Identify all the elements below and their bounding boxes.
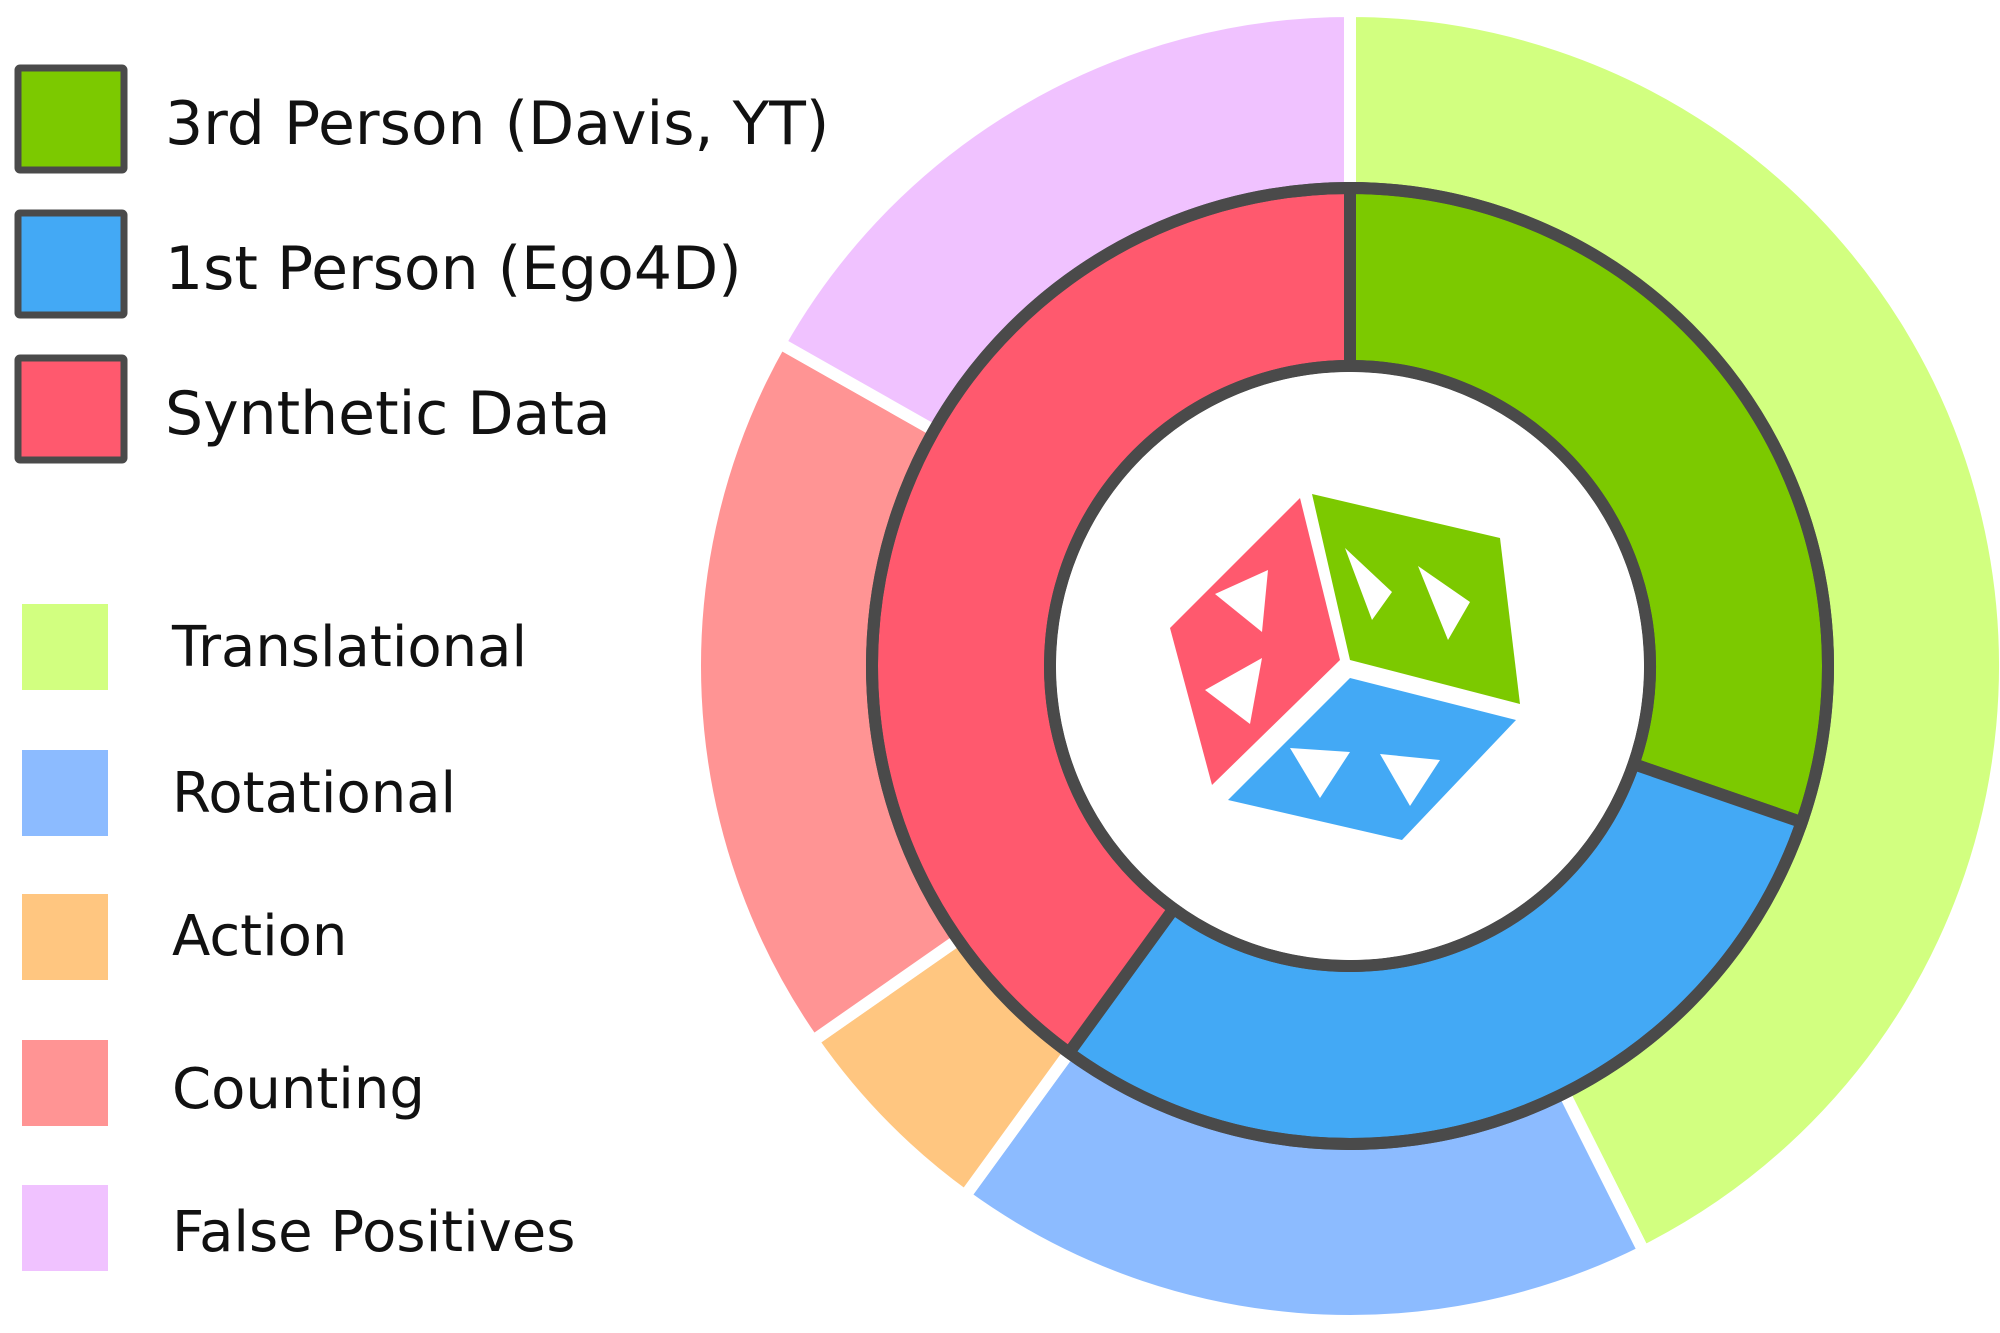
legend-item-rotational: Rotational: [22, 750, 456, 836]
legend-swatch-false-positives: [22, 1185, 108, 1271]
logo-face-blue: [1228, 678, 1516, 840]
legend-label-false-positives: False Positives: [172, 1200, 575, 1265]
legend-item-action: Action: [22, 894, 347, 980]
legend-swatch-counting: [22, 1040, 108, 1126]
inner-ring-inner-border: [1044, 360, 1656, 972]
legend-swatch-translational: [22, 604, 108, 690]
legend-item-3rd-person: 3rd Person (Davis, YT): [14, 64, 829, 174]
logo-arrow-mark-6: [1380, 754, 1440, 806]
inner-ring-outer-border: [866, 182, 1834, 1150]
logo-arrow-mark-5: [1290, 748, 1350, 798]
legend: 3rd Person (Davis, YT) 1st Person (Ego4D…: [14, 64, 829, 1271]
center-logo: [1170, 494, 1520, 840]
logo-arrow-mark-2: [1205, 658, 1262, 724]
center-disc: [1056, 372, 1644, 960]
legend-item-counting: Counting: [22, 1040, 425, 1126]
logo-face-green: [1312, 494, 1520, 704]
legend-item-false-positives: False Positives: [22, 1185, 575, 1271]
legend-label-counting: Counting: [172, 1057, 425, 1122]
outer-ring: [689, 4, 2000, 1327]
logo-arrow-mark-3: [1345, 548, 1392, 620]
inner-ring: [866, 181, 1834, 1150]
legend-label-rotational: Rotational: [172, 761, 456, 826]
legend-swatch-3rd-person: [14, 64, 128, 174]
legend-label-3rd-person: 3rd Person (Davis, YT): [165, 89, 829, 159]
legend-swatch-1st-person: [14, 209, 128, 319]
legend-item-translational: Translational: [22, 604, 527, 690]
legend-label-1st-person: 1st Person (Ego4D): [165, 234, 742, 304]
legend-label-translational: Translational: [171, 615, 527, 680]
legend-label-action: Action: [172, 904, 347, 969]
legend-item-synthetic-data: Synthetic Data: [14, 354, 611, 464]
legend-label-synthetic-data: Synthetic Data: [165, 379, 611, 449]
legend-swatch-action: [22, 894, 108, 980]
legend-item-1st-person: 1st Person (Ego4D): [14, 209, 742, 319]
legend-swatch-synthetic-data: [14, 354, 128, 464]
logo-arrow-mark-1: [1215, 570, 1268, 632]
logo-arrow-mark-4: [1418, 566, 1470, 640]
legend-swatch-rotational: [22, 750, 108, 836]
logo-face-red: [1170, 498, 1340, 785]
